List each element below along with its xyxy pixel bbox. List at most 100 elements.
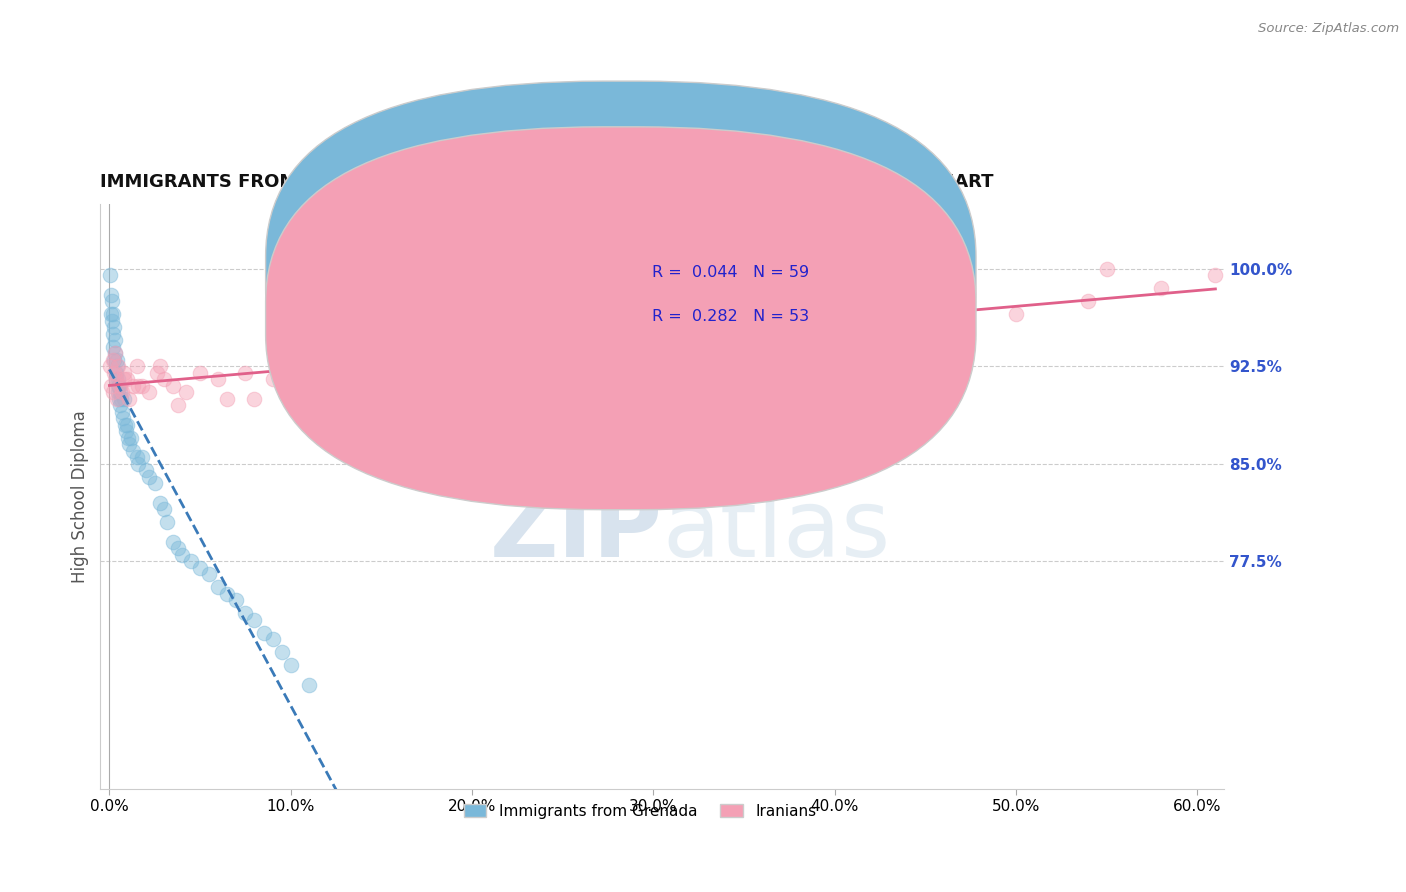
Point — [370, 359, 392, 374]
Point — [107, 379, 129, 393]
Point — [262, 632, 284, 647]
Point — [262, 372, 284, 386]
Point — [243, 613, 266, 627]
Point — [787, 326, 810, 341]
Text: atlas: atlas — [662, 485, 890, 577]
Point — [120, 431, 142, 445]
Point — [118, 392, 141, 406]
Point — [932, 314, 955, 328]
Text: ZIP: ZIP — [489, 485, 662, 577]
Point — [108, 392, 131, 406]
Point — [252, 625, 274, 640]
Point — [105, 359, 128, 374]
Point — [167, 541, 190, 556]
Point — [103, 352, 125, 367]
Point — [104, 366, 127, 380]
Point — [217, 587, 239, 601]
Point — [143, 476, 166, 491]
Point — [104, 334, 127, 348]
Point — [606, 352, 628, 367]
Point — [104, 346, 127, 360]
FancyBboxPatch shape — [583, 242, 910, 347]
Point — [122, 379, 145, 393]
Point — [112, 392, 135, 406]
Point — [103, 320, 125, 334]
Text: IMMIGRANTS FROM GRENADA VS IRANIAN HIGH SCHOOL DIPLOMA CORRELATION CHART: IMMIGRANTS FROM GRENADA VS IRANIAN HIGH … — [100, 173, 994, 191]
Point — [125, 359, 148, 374]
Point — [138, 469, 160, 483]
Point — [859, 320, 882, 334]
FancyBboxPatch shape — [266, 81, 976, 464]
Point — [533, 326, 555, 341]
Point — [103, 385, 125, 400]
Point — [569, 346, 592, 360]
Point — [243, 392, 266, 406]
Point — [108, 379, 131, 393]
Point — [111, 405, 134, 419]
Point — [112, 366, 135, 380]
Point — [100, 288, 122, 302]
Point — [103, 366, 125, 380]
Point — [198, 567, 221, 582]
Point — [135, 463, 157, 477]
Point — [235, 606, 257, 620]
Point — [107, 372, 129, 386]
Point — [170, 548, 193, 562]
Point — [117, 431, 139, 445]
Point — [104, 372, 127, 386]
Point — [1204, 268, 1226, 283]
Text: Source: ZipAtlas.com: Source: ZipAtlas.com — [1258, 22, 1399, 36]
Point — [110, 398, 132, 412]
Point — [104, 346, 127, 360]
Point — [298, 677, 321, 691]
Point — [162, 534, 184, 549]
Point — [101, 314, 124, 328]
Point — [127, 379, 149, 393]
Point — [153, 502, 176, 516]
Point — [100, 294, 122, 309]
Point — [100, 307, 122, 321]
Point — [280, 658, 302, 673]
Point — [127, 457, 149, 471]
Point — [118, 437, 141, 451]
Point — [101, 307, 124, 321]
Point — [111, 385, 134, 400]
Y-axis label: High School Diploma: High School Diploma — [72, 410, 89, 582]
Point — [100, 379, 122, 393]
Point — [101, 326, 124, 341]
Point — [114, 417, 136, 432]
FancyBboxPatch shape — [266, 127, 976, 509]
Point — [643, 340, 665, 354]
Point — [98, 359, 121, 374]
Point — [107, 385, 129, 400]
Point — [107, 359, 129, 374]
Point — [149, 359, 172, 374]
Point — [98, 268, 121, 283]
Point — [1095, 261, 1118, 276]
Point — [167, 398, 190, 412]
Point — [110, 392, 132, 406]
Point — [333, 352, 356, 367]
Point — [131, 379, 153, 393]
Point — [1005, 307, 1028, 321]
Point — [145, 366, 167, 380]
Point — [115, 372, 138, 386]
Point — [125, 450, 148, 465]
Point — [225, 593, 247, 607]
Point — [1150, 281, 1173, 295]
Point — [115, 417, 138, 432]
Point — [103, 340, 125, 354]
Point — [110, 379, 132, 393]
Point — [180, 554, 202, 568]
Point — [217, 392, 239, 406]
Legend: Immigrants from Grenada, Iranians: Immigrants from Grenada, Iranians — [457, 797, 823, 825]
Point — [188, 560, 211, 574]
Point — [101, 352, 124, 367]
Point — [207, 372, 229, 386]
Point — [425, 346, 447, 360]
Point — [235, 366, 257, 380]
Point — [461, 334, 484, 348]
Point — [156, 515, 179, 529]
Point — [207, 580, 229, 594]
Point — [131, 450, 153, 465]
